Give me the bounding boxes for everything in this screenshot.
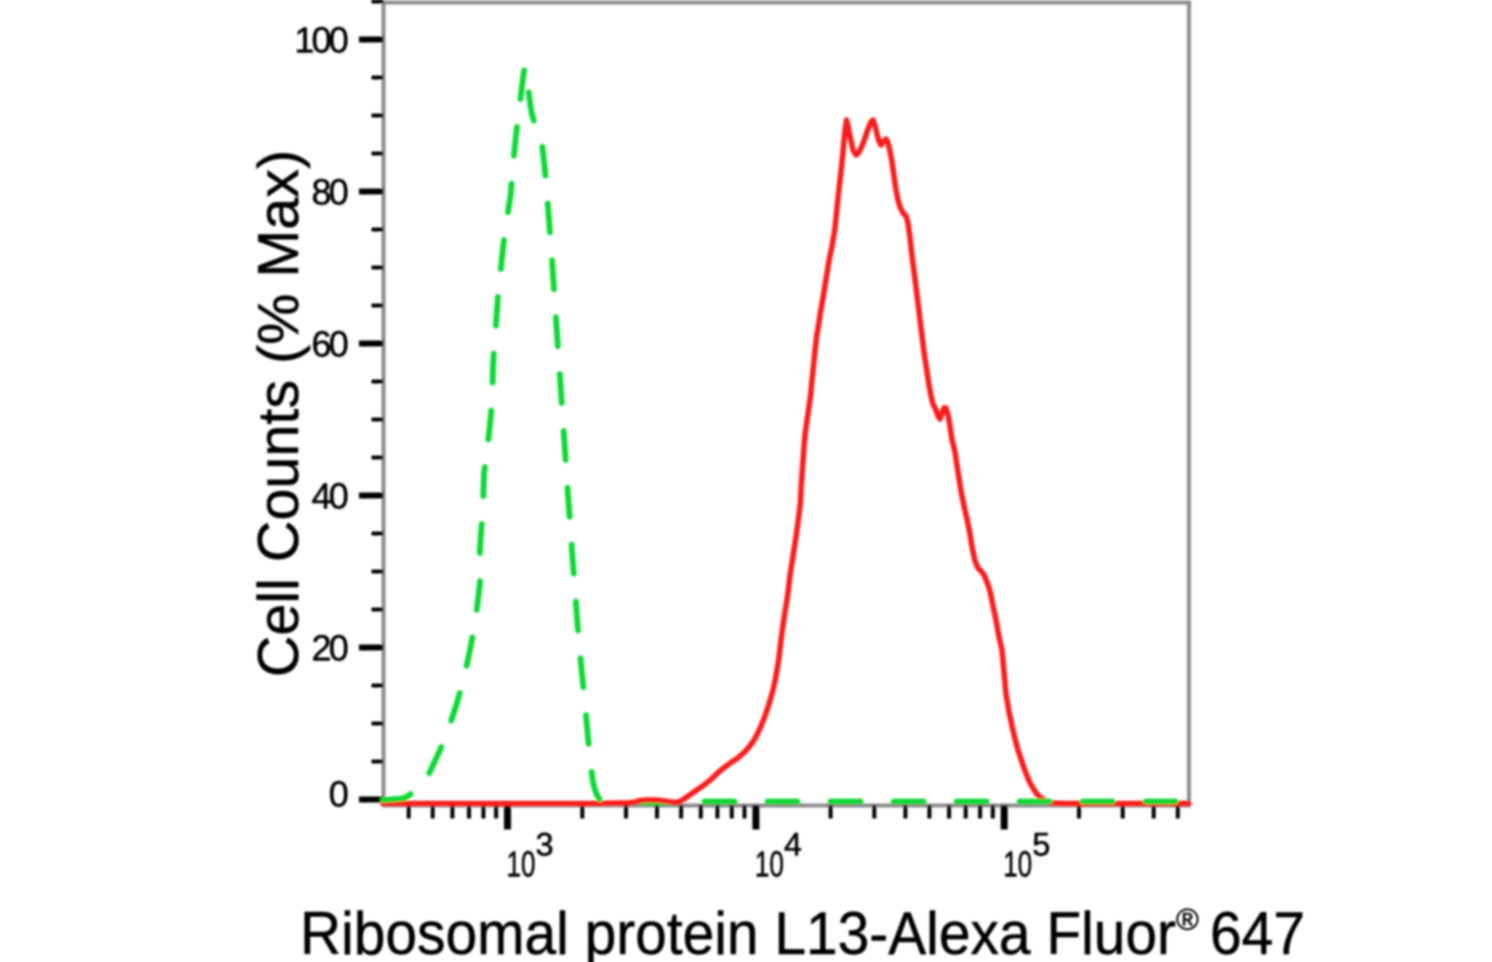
- svg-text:®: ®: [1176, 902, 1199, 937]
- svg-text:40: 40: [312, 476, 348, 517]
- svg-text:60: 60: [312, 324, 348, 365]
- svg-text:100: 100: [294, 20, 347, 61]
- svg-text:80: 80: [312, 172, 348, 213]
- svg-text:3: 3: [536, 827, 554, 863]
- svg-text:10: 10: [755, 844, 784, 885]
- svg-text:Ribosomal protein L13-Alexa Fl: Ribosomal protein L13-Alexa Fluor: [300, 900, 1176, 962]
- svg-text:0: 0: [329, 774, 348, 815]
- svg-text:10: 10: [507, 844, 536, 885]
- svg-text:10: 10: [1003, 844, 1032, 885]
- svg-text:Cell Counts (% Max): Cell Counts (% Max): [247, 150, 311, 677]
- svg-text:647: 647: [1210, 900, 1305, 962]
- svg-text:4: 4: [784, 827, 802, 863]
- svg-text:20: 20: [312, 628, 348, 669]
- svg-text:5: 5: [1032, 827, 1050, 863]
